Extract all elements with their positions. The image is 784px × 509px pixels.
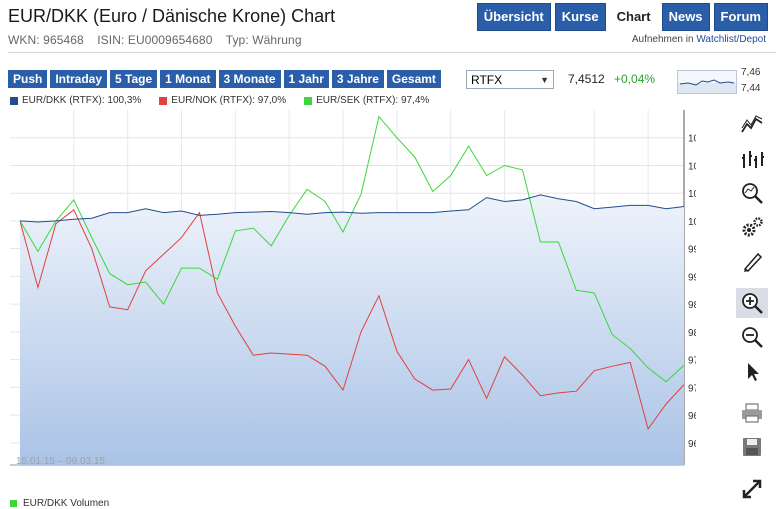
pencil-icon bbox=[743, 252, 763, 272]
save-button[interactable] bbox=[736, 432, 768, 462]
ohlc-chart-tool-button[interactable] bbox=[736, 144, 768, 174]
page-title: EUR/DKK (Euro / Dänische Krone) Chart bbox=[8, 6, 336, 26]
wkn-label: WKN: 965468 bbox=[8, 33, 84, 47]
ohlc-chart-icon bbox=[742, 151, 764, 168]
fullscreen-button[interactable] bbox=[736, 474, 768, 504]
mini-chart-high: 7,46 bbox=[741, 67, 761, 78]
line-chart-icon bbox=[741, 115, 763, 133]
pointer-tool-button[interactable] bbox=[736, 356, 768, 386]
zoom-out-button[interactable] bbox=[736, 322, 768, 352]
tab-uebersicht[interactable]: Übersicht bbox=[476, 3, 551, 31]
range-1-monat-button[interactable]: 1 Monat bbox=[160, 70, 216, 88]
range-3-jahre-button[interactable]: 3 Jahre bbox=[331, 70, 384, 88]
y-tick-label: 100% bbox=[688, 217, 696, 228]
legend-swatch-eur-nok bbox=[159, 96, 168, 105]
floppy-disk-icon bbox=[743, 438, 761, 456]
chart-search-tool-button[interactable] bbox=[736, 178, 768, 208]
zoom-in-button[interactable] bbox=[736, 288, 768, 318]
tab-kurse[interactable]: Kurse bbox=[554, 3, 606, 31]
y-tick-label: 100,5% bbox=[688, 189, 696, 200]
chart-search-icon bbox=[742, 183, 763, 204]
volume-legend-swatch bbox=[10, 500, 17, 507]
range-3-monate-button[interactable]: 3 Monate bbox=[218, 70, 281, 88]
legend-swatch-eur-dkk bbox=[10, 96, 18, 105]
watchlist-hint: Aufnehmen in Watchlist/Depot bbox=[632, 34, 766, 45]
mini-chart[interactable] bbox=[677, 70, 737, 94]
exchange-select-value: RTFX bbox=[471, 73, 503, 87]
printer-icon bbox=[742, 403, 762, 423]
line-chart-tool-button[interactable] bbox=[736, 110, 768, 140]
tab-forum[interactable]: Forum bbox=[713, 3, 768, 31]
header-divider bbox=[8, 52, 776, 53]
print-button[interactable] bbox=[736, 398, 768, 428]
exchange-select[interactable]: RTFX ▼ bbox=[466, 70, 554, 89]
watchlist-link[interactable]: Watchlist/Depot bbox=[696, 34, 766, 45]
chart-date-range: 15.01.15 – 09.03.15 bbox=[16, 456, 105, 467]
gears-icon bbox=[742, 217, 763, 237]
draw-tool-button[interactable] bbox=[736, 246, 768, 276]
y-tick-label: 99% bbox=[688, 272, 696, 283]
range-push-button[interactable]: Push bbox=[8, 70, 48, 88]
settings-tool-button[interactable] bbox=[736, 212, 768, 242]
chevron-down-icon: ▼ bbox=[540, 75, 549, 85]
series-line-eur-dkk bbox=[19, 194, 685, 223]
chart-legend: EUR/DKK (RTFX): 100,3% EUR/NOK (RTFX): 9… bbox=[10, 95, 447, 106]
range-gesamt-button[interactable]: Gesamt bbox=[386, 70, 441, 88]
y-tick-label: 96% bbox=[688, 439, 696, 450]
quote-price: 7,4512 bbox=[568, 72, 605, 86]
isin-label: ISIN: EU0009654680 bbox=[97, 33, 213, 47]
zoom-out-icon bbox=[742, 327, 763, 348]
legend-item-eur-nok: EUR/NOK (RTFX): 97,0% bbox=[159, 95, 286, 106]
y-tick-label: 101% bbox=[688, 161, 696, 172]
watchlist-prefix: Aufnehmen in bbox=[631, 34, 694, 45]
volume-legend: EUR/DKK Volumen bbox=[10, 498, 109, 509]
y-tick-label: 101,5% bbox=[688, 134, 696, 145]
mini-chart-low: 7,44 bbox=[741, 83, 761, 94]
tab-chart[interactable]: Chart bbox=[609, 3, 658, 31]
legend-label-eur-nok: EUR/NOK (RTFX): 97,0% bbox=[171, 95, 287, 106]
type-label: Typ: Währung bbox=[225, 33, 302, 47]
quote-change: +0,04% bbox=[614, 72, 656, 86]
y-tick-label: 98% bbox=[688, 328, 696, 339]
nav-tabs: Übersicht Kurse Chart News Forum bbox=[476, 3, 768, 31]
legend-label-eur-dkk: EUR/DKK (RTFX): 100,3% bbox=[22, 95, 142, 106]
volume-legend-label: EUR/DKK Volumen bbox=[23, 498, 110, 509]
range-1-jahr-button[interactable]: 1 Jahr bbox=[283, 70, 329, 88]
eur-dkk-area bbox=[20, 194, 684, 465]
y-tick-label: 99,5% bbox=[688, 245, 696, 256]
mini-chart-graphic bbox=[678, 79, 736, 93]
y-tick-label: 98,5% bbox=[688, 300, 696, 311]
series-line-eur-nok bbox=[19, 209, 685, 431]
range-buttons: Push Intraday 5 Tage 1 Monat 3 Monate 1 … bbox=[8, 70, 441, 88]
range-intraday-button[interactable]: Intraday bbox=[50, 70, 108, 88]
y-tick-label: 97% bbox=[688, 383, 696, 394]
instrument-meta: WKN: 965468 ISIN: EU0009654680 Typ: Währ… bbox=[8, 33, 312, 47]
legend-swatch-eur-sek bbox=[304, 96, 313, 105]
legend-item-eur-dkk: EUR/DKK (RTFX): 100,3% bbox=[10, 95, 141, 106]
zoom-in-icon bbox=[742, 293, 763, 314]
tab-news[interactable]: News bbox=[661, 3, 710, 31]
range-5-tage-button[interactable]: 5 Tage bbox=[110, 70, 158, 88]
cursor-icon bbox=[748, 363, 759, 381]
legend-label-eur-sek: EUR/SEK (RTFX): 97,4% bbox=[316, 95, 430, 106]
chart-toolbar bbox=[736, 110, 770, 504]
comparison-chart[interactable]: 96% 96,5% 97% 97,5% 98% 98,5% 99% 99,5% 100% 100,… bbox=[10, 110, 696, 468]
y-tick-label: 96,5% bbox=[688, 411, 696, 422]
legend-item-eur-sek: EUR/SEK (RTFX): 97,4% bbox=[304, 95, 429, 106]
y-tick-label: 97,5% bbox=[688, 356, 696, 367]
expand-icon bbox=[742, 479, 762, 499]
